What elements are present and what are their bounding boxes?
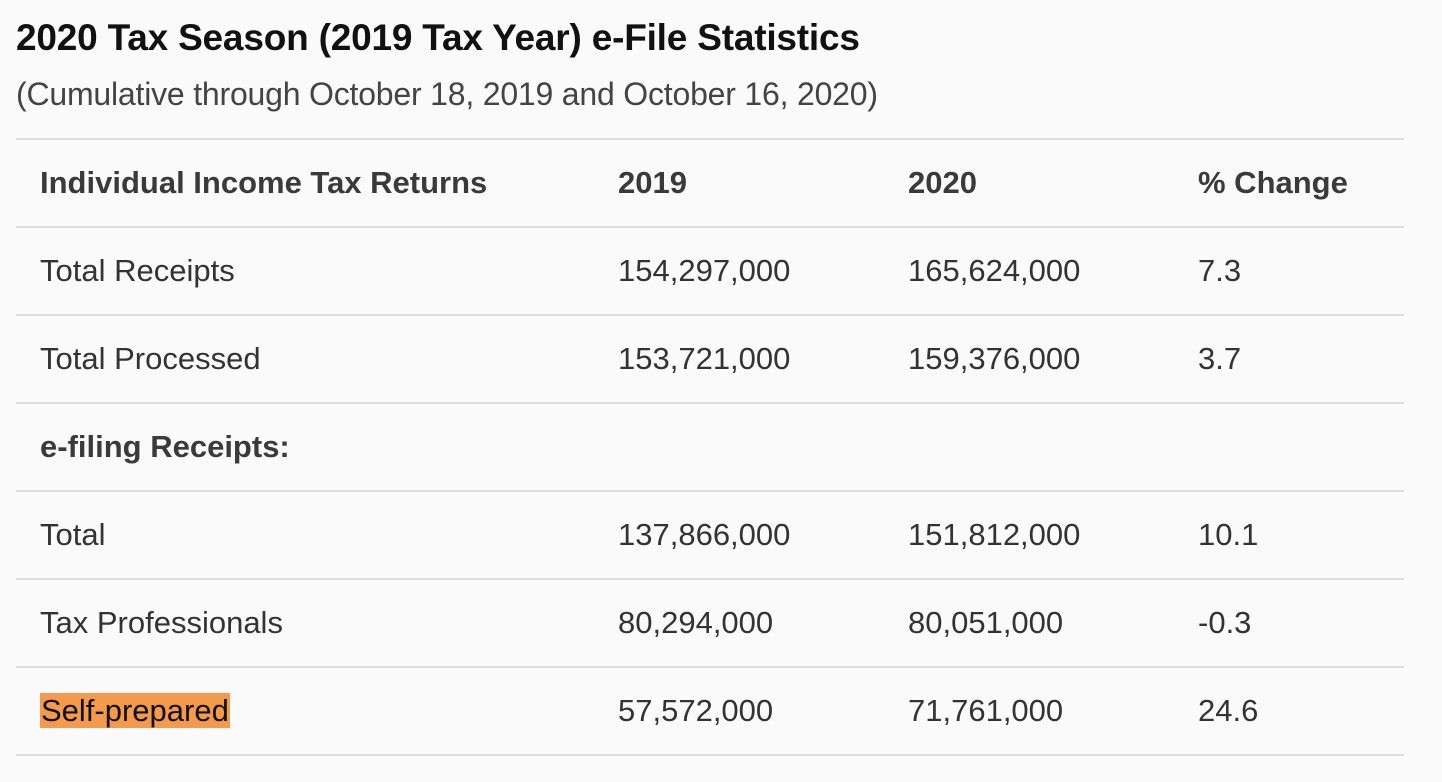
highlighted-row-label: Self-prepared	[40, 693, 230, 728]
value-2019: 154,297,000	[594, 227, 884, 316]
value-2019: 80,294,000	[594, 579, 884, 668]
value-percent-change: -0.3	[1174, 579, 1404, 668]
column-header-2019: 2019	[594, 139, 884, 228]
row-label: Tax Professionals	[16, 579, 594, 668]
empty-cell	[594, 403, 884, 492]
table-row: Total Processed 153,721,000 159,376,000 …	[16, 315, 1404, 404]
page-title: 2020 Tax Season (2019 Tax Year) e-File S…	[16, 17, 860, 58]
section-label-efiling-receipts: e-filing Receipts:	[16, 403, 594, 492]
column-header-category: Individual Income Tax Returns	[16, 139, 594, 228]
value-2019: 137,866,000	[594, 491, 884, 580]
efile-statistics-table: Individual Income Tax Returns 2019 2020 …	[16, 138, 1404, 756]
value-2020: 71,761,000	[884, 667, 1174, 756]
value-2019: 57,572,000	[594, 667, 884, 756]
section-header-row: e-filing Receipts:	[16, 403, 1404, 492]
row-label-cell: Self-prepared	[16, 667, 594, 756]
value-2020: 80,051,000	[884, 579, 1174, 668]
row-label: Total Receipts	[16, 227, 594, 316]
row-label: Total Processed	[16, 315, 594, 404]
table-row: Total 137,866,000 151,812,000 10.1	[16, 491, 1404, 580]
value-percent-change: 3.7	[1174, 315, 1404, 404]
value-2020: 151,812,000	[884, 491, 1174, 580]
table-row: Self-prepared 57,572,000 71,761,000 24.6	[16, 667, 1404, 756]
column-header-percent-change: % Change	[1174, 139, 1404, 228]
column-header-2020: 2020	[884, 139, 1174, 228]
value-percent-change: 10.1	[1174, 491, 1404, 580]
table-row: Total Receipts 154,297,000 165,624,000 7…	[16, 227, 1404, 316]
page-subtitle: (Cumulative through October 18, 2019 and…	[16, 76, 878, 112]
row-label: Total	[16, 491, 594, 580]
empty-cell	[1174, 403, 1404, 492]
value-percent-change: 24.6	[1174, 667, 1404, 756]
table-row: Tax Professionals 80,294,000 80,051,000 …	[16, 579, 1404, 668]
table-header-row: Individual Income Tax Returns 2019 2020 …	[16, 139, 1404, 228]
value-2020: 159,376,000	[884, 315, 1174, 404]
page: 2020 Tax Season (2019 Tax Year) e-File S…	[16, 0, 1404, 756]
empty-cell	[884, 403, 1174, 492]
value-2020: 165,624,000	[884, 227, 1174, 316]
value-2019: 153,721,000	[594, 315, 884, 404]
value-percent-change: 7.3	[1174, 227, 1404, 316]
